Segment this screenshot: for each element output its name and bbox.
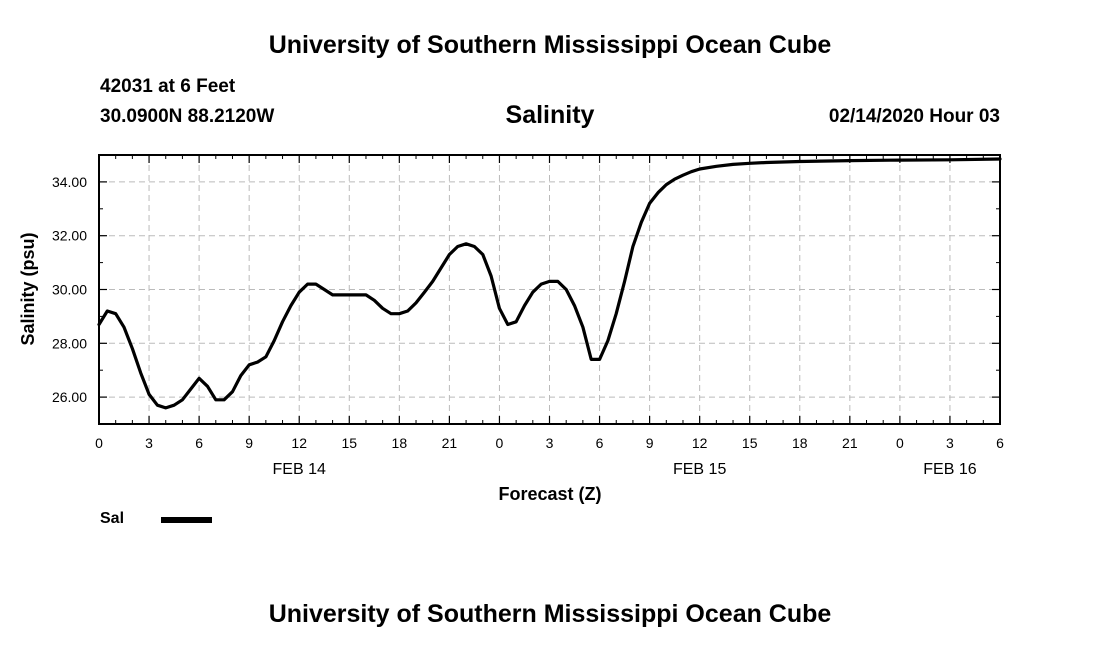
plot-frame: [98, 154, 1001, 425]
coordinates-label: 30.0900N 88.2120W: [100, 106, 275, 127]
x-tick-label: 0: [896, 435, 904, 451]
x-tick-label: 6: [195, 435, 203, 451]
x-tick-label: 9: [245, 435, 253, 451]
x-tick-label: 9: [646, 435, 654, 451]
day-label: FEB 15: [673, 461, 726, 478]
legend-label: Sal: [100, 510, 125, 527]
y-tick-label: 26.00: [52, 389, 87, 405]
x-tick-label: 6: [996, 435, 1004, 451]
x-tick-label: 18: [792, 435, 808, 451]
x-tick-label: 18: [392, 435, 408, 451]
y-axis-title: Salinity (psu): [18, 232, 38, 345]
x-tick-label: 6: [596, 435, 604, 451]
y-tick-label: 32.00: [52, 228, 87, 244]
x-axis-title: Forecast (Z): [498, 484, 601, 504]
series-line-salinity: [97, 157, 1002, 410]
x-tick-label: 3: [546, 435, 554, 451]
y-tick-label: 28.00: [52, 335, 87, 351]
legend-swatch: [161, 517, 212, 523]
x-tick-label: 21: [842, 435, 858, 451]
day-label: FEB 14: [273, 461, 326, 478]
x-tick-label: 12: [692, 435, 708, 451]
station-label: 42031 at 6 Feet: [100, 76, 236, 97]
run-time-label: 02/14/2020 Hour 03: [828, 106, 1000, 127]
grid: [99, 155, 1000, 424]
x-tick-label: 15: [742, 435, 758, 451]
x-tick-label: 21: [442, 435, 458, 451]
x-tick-label: 15: [341, 435, 357, 451]
day-label: FEB 16: [923, 461, 976, 478]
x-tick-label: 3: [946, 435, 954, 451]
axes: 0 3 6 9 12 15 18 21 0 3 6 9 12 15 18 21 0 3 6 26.00 28.00 30.…: [52, 154, 1004, 478]
x-tick-label: 12: [291, 435, 307, 451]
series-layer: [97, 157, 1002, 410]
footer-title: University of Southern Mississippi Ocean…: [268, 600, 832, 628]
y-tick-label: 34.00: [52, 174, 87, 190]
x-tick-label: 0: [496, 435, 504, 451]
chart-title: Salinity: [505, 101, 595, 129]
x-tick-label: 3: [145, 435, 153, 451]
y-tick-label: 30.00: [52, 282, 87, 298]
x-tick-label: 0: [95, 435, 103, 451]
page-title: University of Southern Mississippi Ocean…: [268, 31, 832, 59]
